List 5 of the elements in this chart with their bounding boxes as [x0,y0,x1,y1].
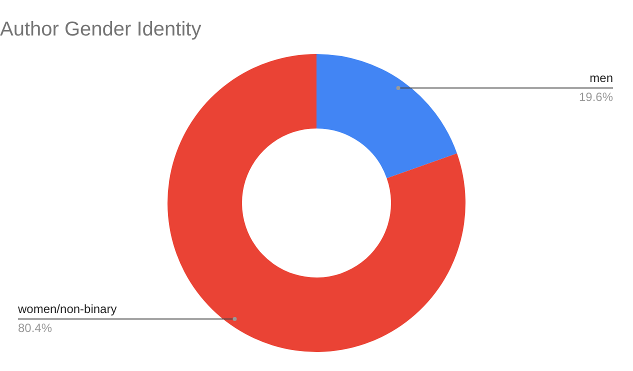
slice-label: men [590,70,613,85]
slice-label: women/non-binary [17,302,117,316]
data-label: 19.6% [578,90,614,104]
chart-title: Author Gender Identity [0,18,202,41]
data-label: 80.4% [18,320,52,335]
